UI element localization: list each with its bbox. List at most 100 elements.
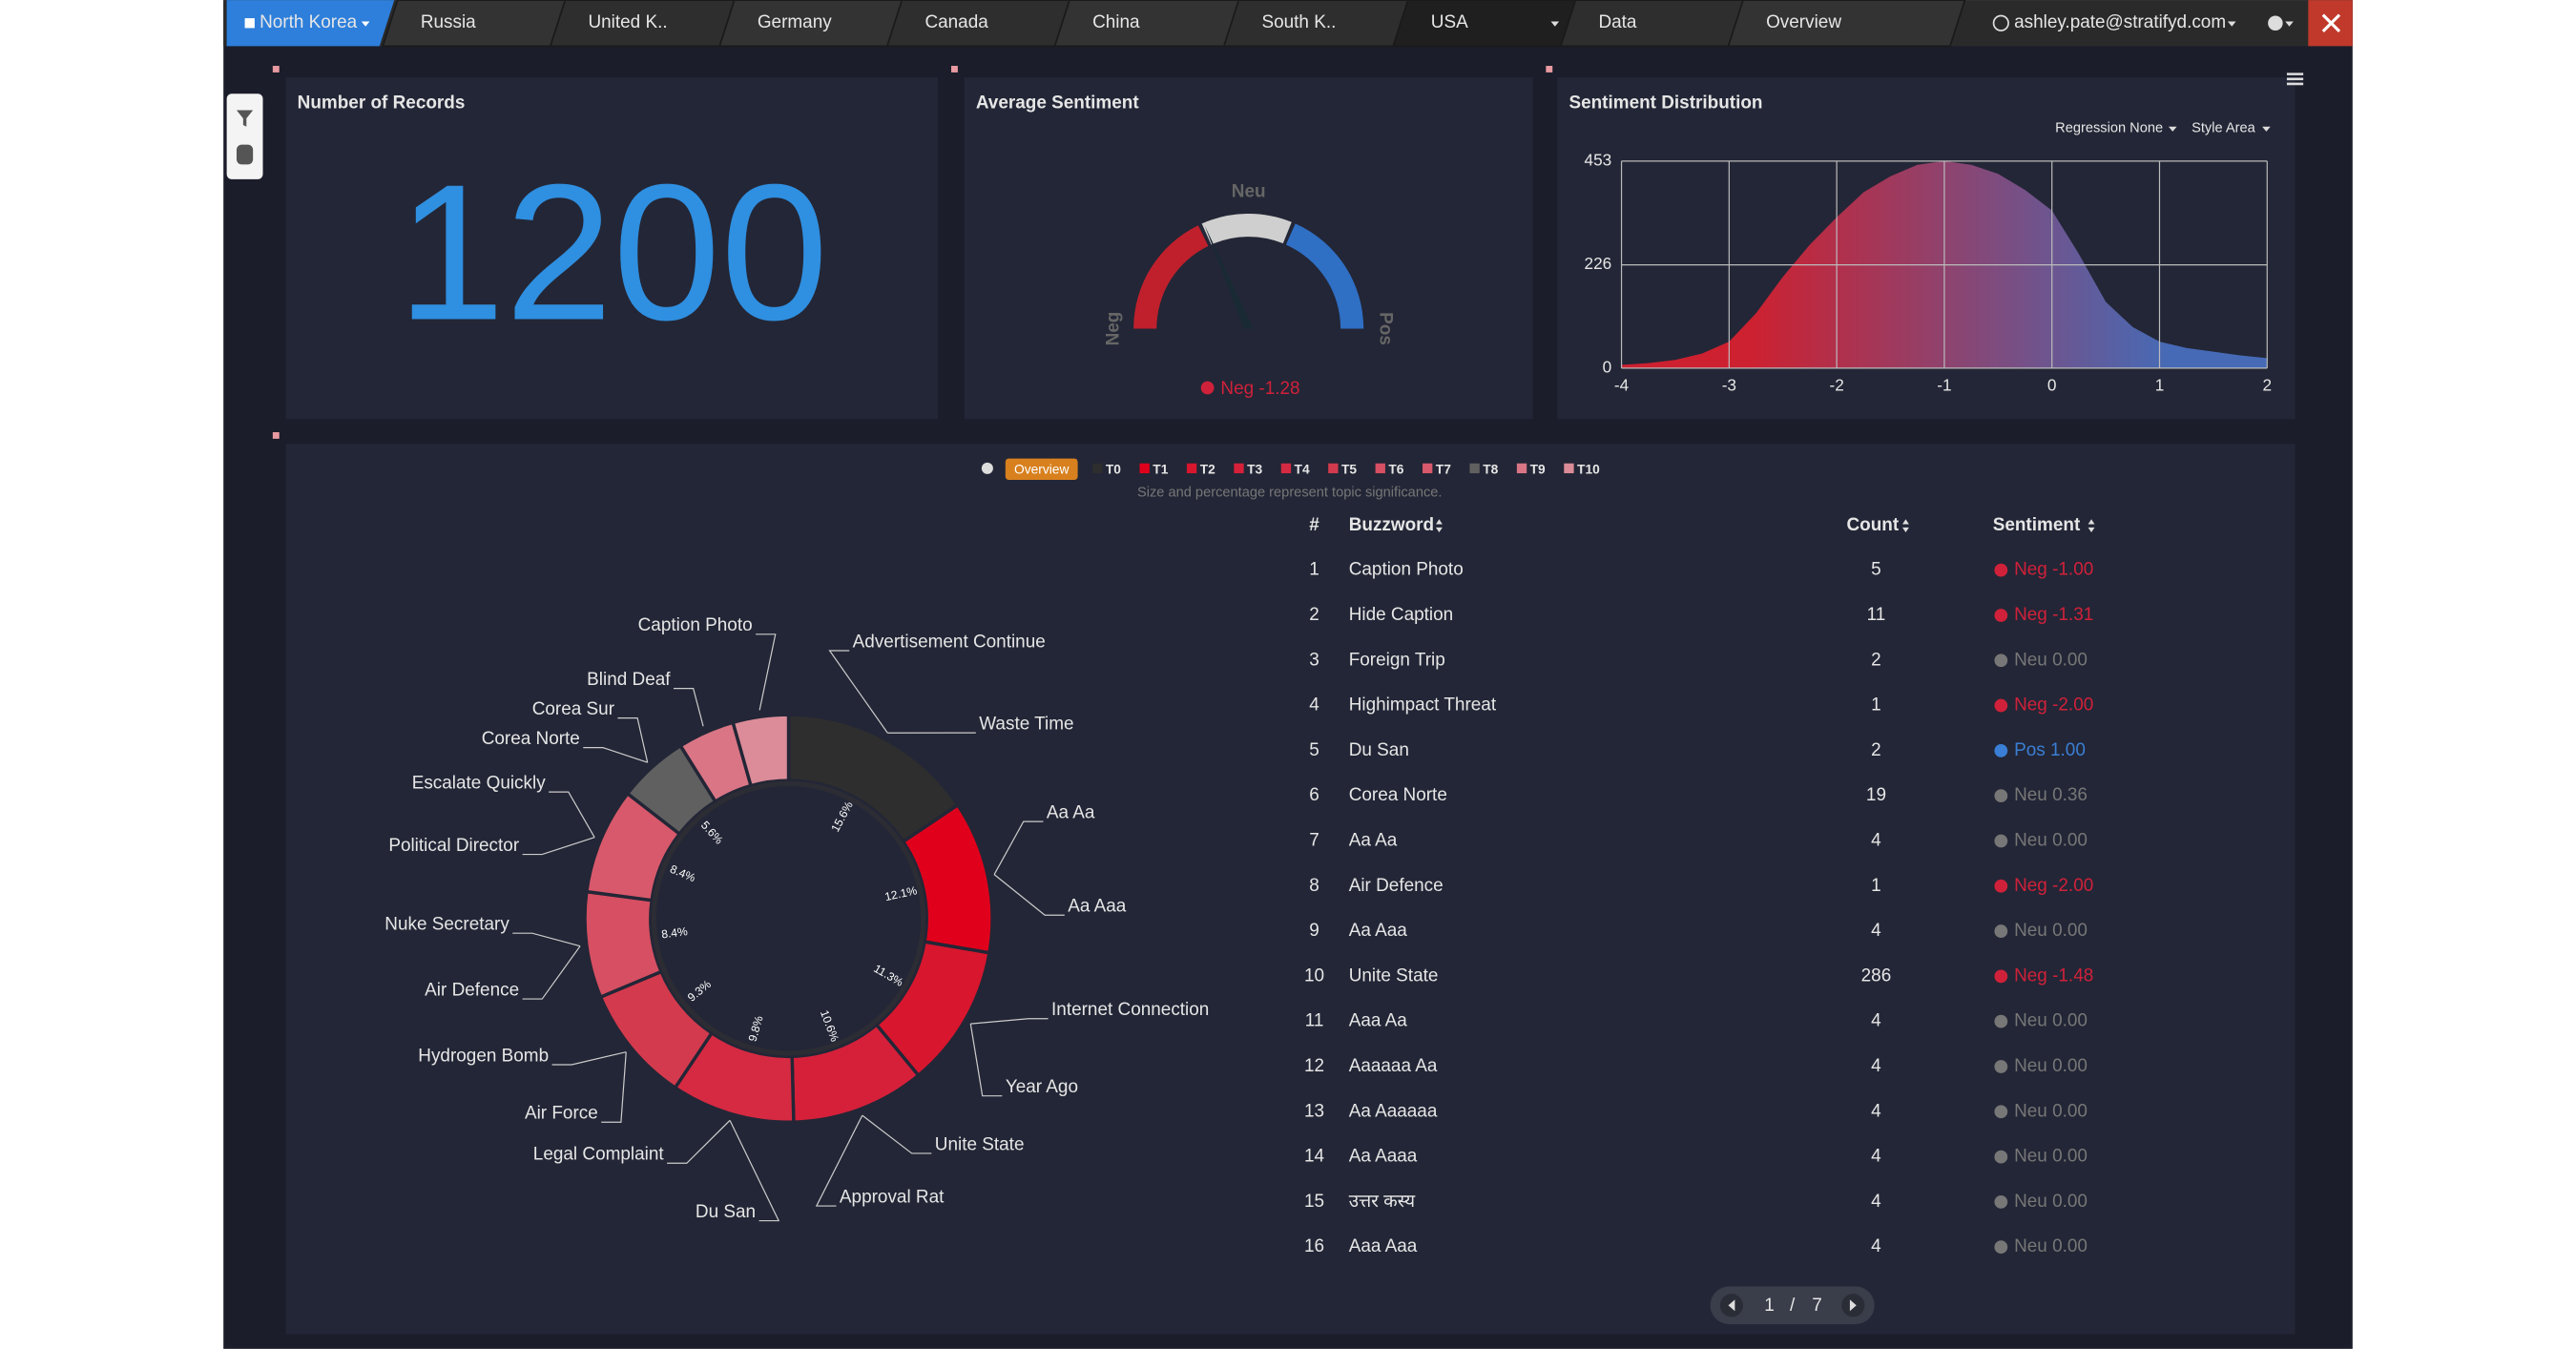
leader-line	[862, 1114, 932, 1154]
tab-label[interactable]: Overview	[1766, 12, 1841, 32]
leader-line	[551, 1051, 627, 1066]
tab-label[interactable]: Russia	[421, 12, 476, 32]
table-cell: Neu 0.00	[2014, 1147, 2088, 1167]
tab-active[interactable]	[226, 0, 395, 47]
tab-label[interactable]: North Korea	[260, 12, 358, 32]
tab-label[interactable]: Data	[1598, 12, 1636, 32]
leader-line	[969, 1024, 1003, 1097]
table-cell: Neg -2.00	[2014, 876, 2093, 896]
legend-marker[interactable]	[1375, 463, 1385, 474]
x-tick-label: 1	[2155, 375, 2165, 394]
help-icon[interactable]	[2268, 15, 2283, 31]
legend-marker[interactable]	[1516, 463, 1527, 474]
y-tick-label: 0	[1603, 357, 1612, 376]
legend-marker[interactable]	[1423, 463, 1433, 474]
table-cell: Neu 0.00	[2014, 1236, 2088, 1256]
tab-label[interactable]: Canada	[924, 12, 988, 32]
keyword-label: Advertisement Continue	[853, 632, 1046, 652]
table-cell: Aaa Aa	[1349, 1011, 1408, 1031]
legend-marker[interactable]	[1092, 463, 1103, 474]
caret	[2285, 21, 2294, 27]
legend-label[interactable]: T1	[1153, 462, 1168, 476]
tab[interactable]	[1727, 0, 1966, 48]
legend-button[interactable]	[1005, 458, 1078, 480]
keyword-label: Du San	[696, 1202, 756, 1222]
x-tick-label: -4	[1614, 375, 1630, 394]
table-cell: 4	[1871, 1192, 1881, 1212]
legend-label[interactable]: T0	[1106, 462, 1121, 476]
pagination: 1 / 7	[1710, 1286, 1875, 1325]
legend-marker[interactable]	[1564, 463, 1574, 474]
legend-marker[interactable]	[1234, 463, 1244, 474]
sort-icon	[1902, 519, 1909, 533]
legend-marker[interactable]	[1139, 463, 1150, 474]
tab-label[interactable]: China	[1092, 12, 1140, 32]
sentiment-icon	[1994, 1150, 2008, 1164]
tab-label[interactable]: South K..	[1261, 12, 1336, 32]
keyword-label: Escalate Quickly	[412, 774, 547, 794]
pie-icon	[981, 462, 993, 474]
keyword-label: Aa Aa	[1047, 803, 1095, 823]
legend-title[interactable]: Overview	[1014, 462, 1069, 476]
legend-label[interactable]: T2	[1200, 462, 1215, 476]
table-cell: Du San	[1349, 740, 1409, 760]
leader-line	[673, 688, 704, 727]
user-email[interactable]: ashley.pate@stratifyd.com	[2014, 12, 2226, 32]
table-cell: 9	[1309, 921, 1319, 941]
legend-label[interactable]: T3	[1247, 462, 1262, 476]
legend-label[interactable]: T4	[1295, 462, 1310, 476]
legend-marker[interactable]	[1280, 463, 1292, 474]
legend-label[interactable]: T9	[1530, 462, 1546, 476]
dropdown[interactable]: Style Area	[2192, 120, 2256, 135]
leader-line	[522, 837, 595, 856]
leader-line	[729, 1120, 780, 1222]
table-cell: 286	[1861, 965, 1892, 986]
legend-label[interactable]: T10	[1577, 462, 1600, 476]
caret	[1550, 21, 1560, 27]
legend-label[interactable]: T8	[1483, 462, 1498, 476]
legend-marker[interactable]	[1328, 463, 1339, 474]
sentiment-icon	[1994, 924, 2008, 938]
legend-marker[interactable]	[1469, 463, 1480, 474]
page-total: 7	[1812, 1296, 1822, 1316]
tab-label[interactable]: United K..	[588, 12, 667, 32]
table-cell: Aa Aaaaaa	[1349, 1101, 1438, 1121]
tab-label[interactable]: Germany	[758, 12, 832, 32]
tab-label[interactable]: USA	[1431, 12, 1468, 32]
leader-line	[667, 1119, 731, 1164]
sentiment-icon	[1994, 698, 2008, 713]
keyword-label: Year Ago	[1006, 1077, 1078, 1097]
menu-icon[interactable]	[2286, 73, 2304, 86]
legend-marker[interactable]	[1186, 463, 1197, 474]
filter-icon[interactable]	[236, 110, 254, 127]
donut-slice[interactable]	[731, 713, 791, 788]
sentiment-icon	[1994, 1105, 2008, 1119]
table-cell: 11	[1305, 1011, 1324, 1031]
tab[interactable]	[1053, 0, 1257, 48]
table-cell: 4	[1871, 1236, 1881, 1256]
sidebar-tools[interactable]	[226, 93, 263, 179]
column-header[interactable]: Sentiment	[1993, 515, 2081, 535]
table-cell: 4	[1871, 1147, 1881, 1167]
table-cell: Aa Aa	[1349, 830, 1398, 850]
legend-label[interactable]: T6	[1388, 462, 1403, 476]
panel	[964, 77, 1533, 420]
sentiment-icon	[1200, 381, 1215, 395]
donut-inner-ring	[651, 780, 926, 1056]
dropdown[interactable]: Regression None	[2055, 120, 2163, 135]
table-cell: Air Defence	[1349, 876, 1444, 896]
column-header[interactable]: Buzzword	[1349, 515, 1434, 535]
table-cell: Unite State	[1349, 965, 1439, 986]
column-header[interactable]: Count	[1846, 515, 1899, 535]
table-cell: Neg -1.31	[2014, 605, 2093, 625]
leader-line	[993, 874, 1065, 916]
table-cell: Pos 1.00	[2014, 740, 2086, 760]
x-tick-label: -1	[1937, 375, 1951, 394]
table-cell: 4	[1309, 695, 1319, 716]
legend-label[interactable]: T5	[1341, 462, 1357, 476]
database-icon[interactable]	[236, 144, 254, 165]
table-cell: 1	[1871, 876, 1881, 896]
leader-line	[601, 1051, 627, 1123]
legend-label[interactable]: T7	[1436, 462, 1451, 476]
